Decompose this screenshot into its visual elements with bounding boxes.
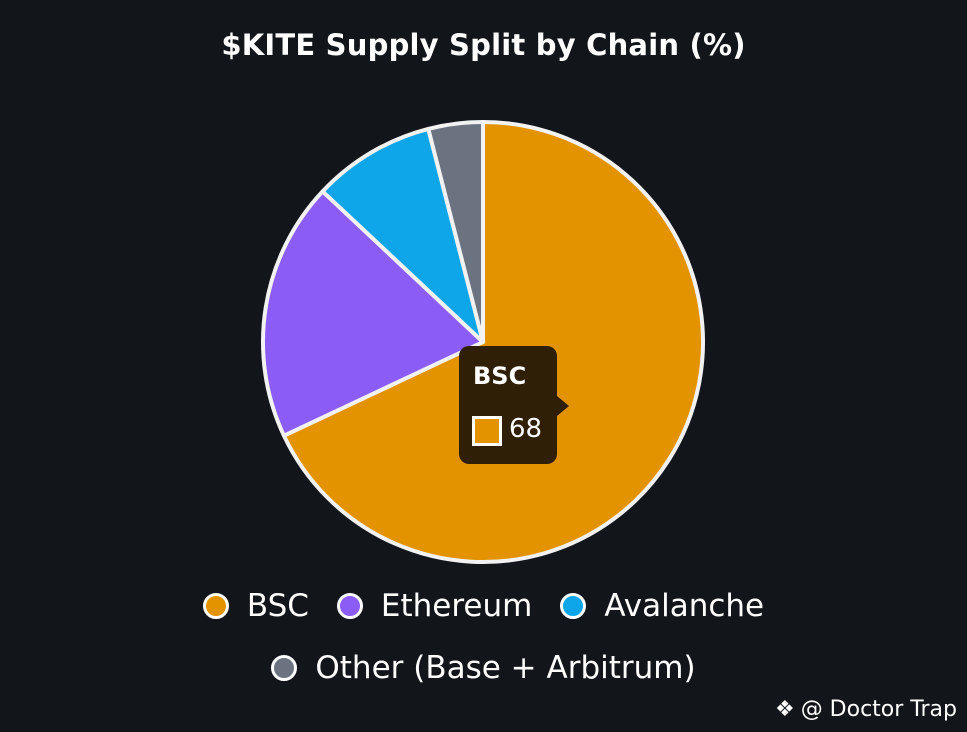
legend-item-avalanche[interactable]: Avalanche bbox=[560, 588, 764, 624]
legend-item-bsc[interactable]: BSC bbox=[202, 588, 309, 624]
legend-swatch-ethereum bbox=[336, 593, 363, 619]
pie-slice-avalanche[interactable] bbox=[320, 126, 485, 344]
tooltip-swatch bbox=[472, 416, 502, 446]
watermark-text: @ Doctor Trap bbox=[800, 697, 957, 722]
chart-title: $KITE Supply Split by Chain (%) bbox=[221, 28, 746, 62]
tooltip-label: BSC bbox=[473, 362, 527, 390]
tooltip-value: 68 bbox=[509, 414, 543, 444]
pie-slice-ethereum[interactable] bbox=[261, 189, 485, 438]
pie-slice-bsc[interactable] bbox=[281, 120, 705, 564]
legend-item-ethereum[interactable]: Ethereum bbox=[336, 588, 533, 624]
legend-swatch-other bbox=[271, 655, 298, 681]
legend-label-other: Other (Base + Arbitrum) bbox=[315, 650, 696, 686]
legend-swatch-avalanche bbox=[560, 593, 587, 619]
legend-label-ethereum: Ethereum bbox=[380, 588, 533, 624]
legend-label-avalanche: Avalanche bbox=[604, 588, 765, 624]
legend-item-other[interactable]: Other (Base + Arbitrum) bbox=[271, 650, 696, 686]
pie-slice-other[interactable] bbox=[426, 120, 485, 344]
watermark: ❖ @ Doctor Trap bbox=[775, 697, 957, 722]
legend-swatch-bsc bbox=[202, 593, 229, 619]
legend-label-bsc: BSC bbox=[246, 588, 309, 624]
binance-logo-icon: ❖ bbox=[774, 697, 795, 722]
legend: BSC Ethereum Avalanche Other (Base + Arb… bbox=[174, 588, 794, 686]
tooltip: BSC 68 bbox=[459, 346, 569, 464]
